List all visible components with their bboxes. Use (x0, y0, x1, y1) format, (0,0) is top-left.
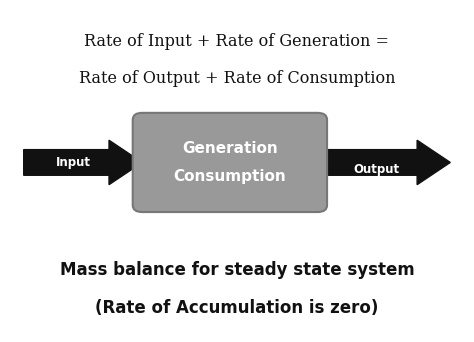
Text: Mass balance for steady state system: Mass balance for steady state system (60, 261, 414, 279)
Text: Rate of Output + Rate of Consumption: Rate of Output + Rate of Consumption (79, 70, 395, 87)
Text: (Rate of Accumulation is zero): (Rate of Accumulation is zero) (95, 299, 379, 317)
Text: Input: Input (56, 156, 91, 169)
Text: Rate of Input + Rate of Generation =: Rate of Input + Rate of Generation = (84, 32, 390, 50)
Text: Consumption: Consumption (173, 169, 286, 184)
Text: Generation: Generation (182, 141, 278, 156)
FancyBboxPatch shape (133, 113, 327, 212)
Polygon shape (318, 140, 450, 185)
Polygon shape (24, 140, 142, 185)
Text: Output: Output (354, 163, 400, 176)
